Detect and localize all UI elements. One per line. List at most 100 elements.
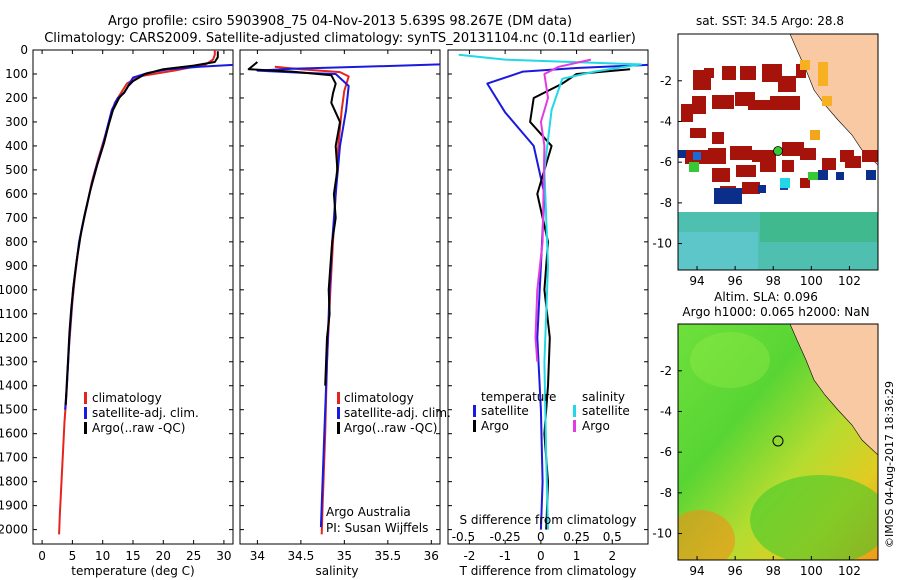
sst-patch bbox=[822, 96, 832, 106]
depth-tick-label: 900 bbox=[5, 259, 28, 273]
map-x-tick-label: 102 bbox=[838, 274, 861, 288]
temperature-x-ticks: 0 5 10 15 20 25 30 bbox=[38, 50, 232, 563]
map-x-tick-label: 102 bbox=[838, 564, 861, 578]
depth-tick-label: 1500 bbox=[0, 403, 28, 417]
x-tick-label: 0 bbox=[38, 549, 46, 563]
title-line-1: Argo profile: csiro 5903908_75 04-Nov-20… bbox=[108, 14, 572, 29]
sst-patch bbox=[730, 146, 752, 160]
map-y-tick-label: -4 bbox=[660, 114, 672, 128]
sla-map bbox=[678, 324, 878, 560]
sla-map-title-2: Argo h1000: 0.065 h2000: NaN bbox=[682, 305, 869, 319]
map-y-tick-label: -8 bbox=[660, 196, 672, 210]
sst-patch bbox=[712, 95, 734, 109]
sst-map bbox=[678, 34, 878, 270]
sla-green-patch-2 bbox=[690, 332, 770, 388]
temperature-xlabel: temperature (deg C) bbox=[71, 564, 194, 578]
x-tick-label: 20 bbox=[156, 549, 171, 563]
sst-patch bbox=[742, 182, 760, 194]
map-x-tick-label: 98 bbox=[766, 564, 781, 578]
difference-series bbox=[458, 53, 648, 530]
sst-patch bbox=[714, 188, 742, 204]
series-line-argo-raw-qc- bbox=[247, 61, 341, 386]
annotation-argo-australia: Argo Australia bbox=[326, 505, 411, 519]
map-x-tick-label: 100 bbox=[800, 564, 823, 578]
legend-swatch-t-argo bbox=[473, 420, 476, 432]
difference-x-ticks: -2 -1 0 1 2 bbox=[463, 50, 616, 563]
sst-patch bbox=[866, 170, 876, 180]
depth-tick-label: 1800 bbox=[0, 475, 28, 489]
x-tick-label: 15 bbox=[125, 549, 140, 563]
map-y-tick-label: -10 bbox=[652, 237, 672, 251]
depth-tick-label: 300 bbox=[5, 115, 28, 129]
legend-label-satellite-adj: satellite-adj. clim. bbox=[92, 406, 199, 420]
legend-label-s-satellite: satellite bbox=[582, 404, 630, 418]
legend-label-satellite-adj: satellite-adj. clim. bbox=[344, 406, 451, 420]
depth-tick-label: 200 bbox=[5, 91, 28, 105]
difference-x-ticks-top: -0.5 -0.25 0 0.25 0.5 bbox=[452, 530, 622, 544]
sst-patch bbox=[770, 96, 800, 110]
legend-title-salinity: salinity bbox=[582, 390, 625, 404]
depth-tick-label: 100 bbox=[5, 67, 28, 81]
sst-patch bbox=[681, 104, 693, 122]
sst-patch bbox=[736, 165, 756, 177]
sst-patch bbox=[818, 72, 828, 86]
sst-patch bbox=[782, 142, 804, 156]
title-line-2: Climatology: CARS2009. Satellite-adjuste… bbox=[44, 31, 636, 46]
depth-tick-label: 1000 bbox=[0, 283, 28, 297]
depth-tick-label: 0 bbox=[20, 43, 28, 57]
sst-patch bbox=[758, 185, 766, 193]
depth-tick-label: 1200 bbox=[0, 331, 28, 345]
sst-patch bbox=[778, 76, 796, 92]
sst-map-ticks: 94 96 98 100 102 -2 -4 -6 -8 -10 bbox=[652, 74, 860, 288]
temperature-legend: climatology satellite-adj. clim. Argo(..… bbox=[84, 391, 199, 435]
depth-tick-label: 1300 bbox=[0, 355, 28, 369]
sst-patch bbox=[689, 162, 699, 172]
sst-patch bbox=[800, 148, 816, 160]
sst-patch bbox=[780, 178, 790, 188]
salinity-x-ticks: 34 34.5 35 35.5 36 bbox=[250, 50, 439, 563]
float-marker-sla bbox=[772, 435, 784, 447]
legend-swatch-satellite-adj bbox=[337, 407, 340, 419]
x-tick-label: 34 bbox=[250, 549, 265, 563]
x-tick-label: -1 bbox=[499, 549, 511, 563]
sst-patch bbox=[808, 172, 818, 180]
legend-swatch-satellite-adj bbox=[84, 407, 87, 419]
legend-swatch-climatology bbox=[337, 392, 340, 404]
x-tick-label-top: 0.25 bbox=[563, 530, 590, 544]
sst-patch bbox=[762, 64, 782, 82]
depth-tick-label: 600 bbox=[5, 187, 28, 201]
depth-tick-label: 2000 bbox=[0, 523, 28, 537]
x-tick-label: 2 bbox=[608, 549, 616, 563]
legend-label-t-satellite: satellite bbox=[481, 404, 529, 418]
x-tick-label: 5 bbox=[69, 549, 77, 563]
depth-axis: 0 100 200 300 400 500 600 700 800 900 1000 1100 1200… bbox=[0, 43, 648, 537]
depth-tick-label: 700 bbox=[5, 211, 28, 225]
sst-patch bbox=[692, 96, 706, 114]
depth-tick-label: 1100 bbox=[0, 307, 28, 321]
depth-tick-label: 1600 bbox=[0, 427, 28, 441]
map-x-tick-label: 96 bbox=[728, 564, 743, 578]
sst-patch bbox=[818, 170, 828, 180]
map-y-tick-label: -10 bbox=[652, 527, 672, 541]
map-x-tick-label: 98 bbox=[766, 274, 781, 288]
float-marker bbox=[773, 146, 783, 156]
x-tick-label: 35.5 bbox=[374, 549, 401, 563]
sst-patch bbox=[862, 150, 878, 162]
x-tick-label: 1 bbox=[573, 549, 581, 563]
map-y-tick-label: -6 bbox=[660, 155, 672, 169]
land-sumatra-sla bbox=[789, 324, 878, 456]
sst-patch bbox=[845, 156, 861, 168]
legend-swatch-argo bbox=[84, 422, 87, 434]
sst-lower-band-2 bbox=[760, 212, 878, 242]
map-x-tick-label: 94 bbox=[689, 274, 704, 288]
map-y-tick-label: -4 bbox=[660, 404, 672, 418]
legend-swatch-climatology bbox=[84, 392, 87, 404]
x-tick-label: 25 bbox=[186, 549, 201, 563]
sst-patch bbox=[760, 160, 776, 172]
sla-green-patch-1 bbox=[750, 475, 878, 560]
sla-map-title-1: Altim. SLA: 0.096 bbox=[714, 290, 818, 304]
legend-swatch-argo bbox=[337, 422, 340, 434]
x-tick-label: -2 bbox=[463, 549, 475, 563]
sst-patch bbox=[748, 100, 776, 110]
sst-patch bbox=[678, 150, 686, 158]
